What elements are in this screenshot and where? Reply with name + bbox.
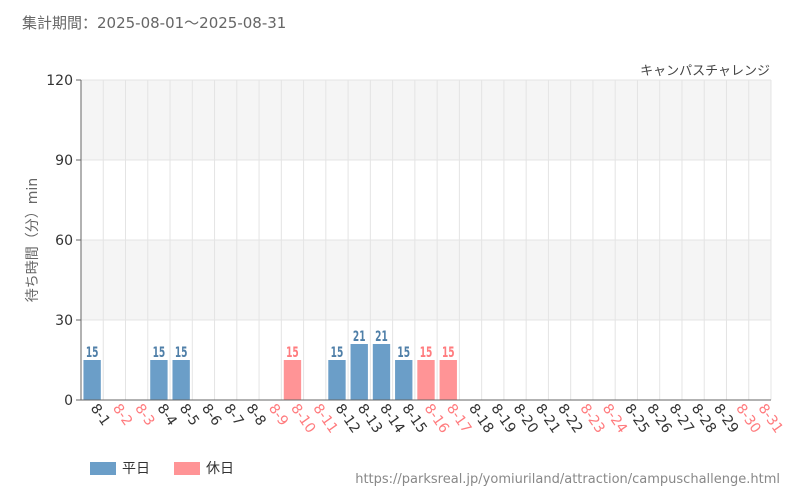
legend-weekday-label: 平日 — [122, 461, 150, 477]
grid-band — [81, 80, 771, 160]
x-tick-label: 8-1 — [87, 401, 113, 429]
legend-item-holiday[interactable]: 休日 — [174, 458, 234, 478]
bar — [83, 360, 101, 400]
y-tick-label: 90 — [55, 153, 73, 169]
grid-band — [81, 240, 771, 320]
bar — [172, 360, 190, 400]
bar-value-label: 15 — [286, 344, 299, 360]
bar — [395, 360, 413, 400]
legend-holiday-label: 休日 — [206, 461, 234, 477]
x-tick-label: 8-9 — [265, 401, 291, 429]
source-url[interactable]: https://parksreal.jp/yomiuriland/attract… — [355, 472, 780, 487]
bar — [150, 360, 168, 400]
bar — [417, 360, 435, 400]
bar-value-label: 15 — [175, 344, 188, 360]
x-tick-label: 8-2 — [109, 401, 135, 429]
x-tick-label: 8-31 — [755, 401, 786, 436]
x-tick-label: 8-4 — [154, 401, 180, 429]
bar-value-label: 15 — [331, 344, 344, 360]
bar — [283, 360, 302, 400]
x-tick-label: 8-7 — [220, 401, 246, 429]
period-label: 集計期間：2025-08-01～2025-08-31 — [22, 14, 287, 32]
legend-item-weekday[interactable]: 平日 — [90, 458, 150, 478]
bar — [350, 344, 368, 400]
bar-value-label: 21 — [353, 328, 366, 344]
x-tick-label: 8-5 — [176, 401, 202, 429]
x-tick-label: 8-3 — [131, 401, 157, 429]
bar — [372, 344, 391, 400]
x-tick-label: 8-6 — [198, 401, 224, 429]
y-tick-label: 60 — [55, 233, 73, 249]
weekday-swatch — [90, 461, 116, 475]
legend: 平日 休日 — [90, 458, 234, 478]
bar-value-label: 15 — [420, 344, 433, 360]
y-tick-label: 0 — [64, 393, 73, 409]
holiday-swatch — [174, 461, 200, 475]
bar-value-label: 15 — [153, 344, 166, 360]
y-tick-label: 120 — [46, 73, 73, 89]
x-tick-label: 8-8 — [243, 401, 269, 429]
y-tick-label: 30 — [55, 313, 73, 329]
bar-value-label: 15 — [442, 344, 455, 360]
attraction-name: キャンパスチャレンジ — [640, 64, 770, 79]
bar-value-label: 15 — [397, 344, 410, 360]
bar-value-label: 21 — [375, 328, 388, 344]
bar-value-label: 15 — [86, 344, 99, 360]
bar — [439, 360, 457, 400]
bar — [328, 360, 346, 400]
y-axis-label: 待ち時間（分）min — [25, 178, 41, 302]
